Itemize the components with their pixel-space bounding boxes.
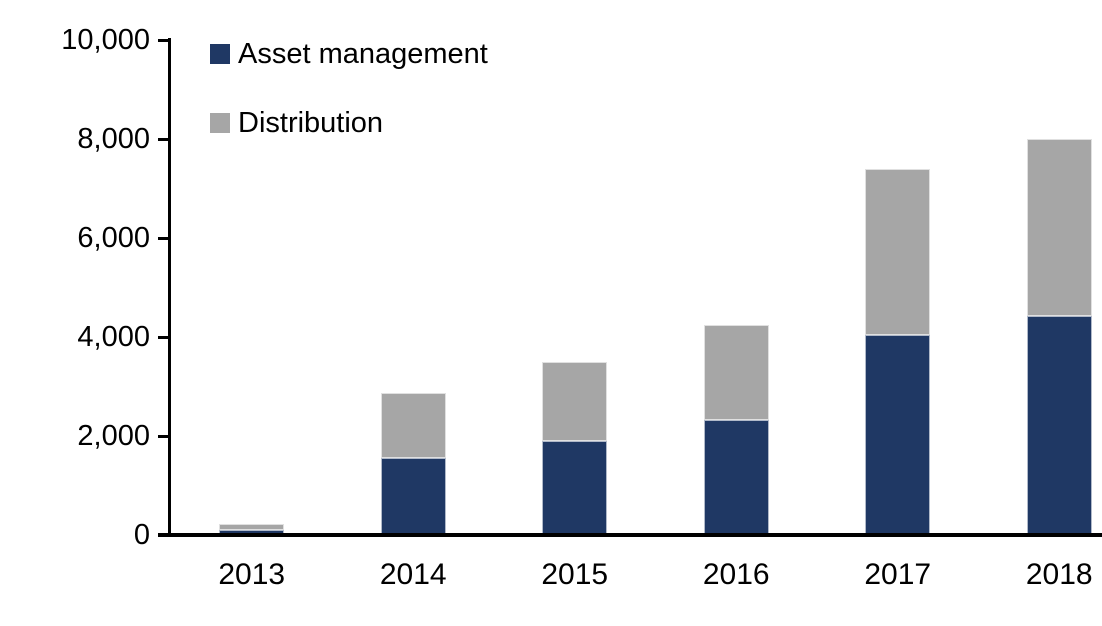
bar-segment-2018-distribution bbox=[1027, 139, 1092, 316]
bar-segment-2016-distribution bbox=[704, 325, 769, 421]
bar-segment-2018-asset-management bbox=[1027, 316, 1092, 535]
legend-swatch-distribution-icon bbox=[210, 113, 230, 133]
bar-segment-2014-asset-management bbox=[381, 458, 446, 535]
legend-swatch-asset-management-icon bbox=[210, 44, 230, 64]
x-axis-category-label: 2017 bbox=[817, 557, 979, 593]
y-axis-tick bbox=[158, 237, 169, 240]
legend-label-distribution: Distribution bbox=[238, 109, 383, 138]
x-axis-category-label: 2016 bbox=[656, 557, 818, 593]
y-axis-tick-label: 10,000 bbox=[40, 25, 150, 55]
y-axis-tick bbox=[158, 39, 169, 42]
y-axis-tick bbox=[158, 435, 169, 438]
y-axis-line bbox=[168, 38, 171, 537]
y-axis-tick bbox=[158, 336, 169, 339]
y-axis-tick-label: 2,000 bbox=[40, 421, 150, 451]
x-axis-category-label: 2014 bbox=[333, 557, 495, 593]
stacked-bar-chart: Asset management Distribution 0 2,000 4,00… bbox=[40, 16, 1102, 610]
x-axis-line bbox=[158, 533, 1102, 537]
y-axis-tick-label: 6,000 bbox=[40, 223, 150, 253]
legend: Asset management Distribution bbox=[210, 40, 488, 178]
x-axis-category-label: 2013 bbox=[171, 557, 333, 593]
y-axis-tick bbox=[158, 138, 169, 141]
bar-segment-2015-distribution bbox=[542, 362, 607, 441]
bar-segment-2015-asset-management bbox=[542, 441, 607, 535]
y-axis-tick-label: 4,000 bbox=[40, 322, 150, 352]
y-axis-tick bbox=[158, 534, 169, 537]
bar-segment-2013-distribution bbox=[219, 524, 284, 530]
y-axis-tick-label: 8,000 bbox=[40, 124, 150, 154]
bar-segment-2017-asset-management bbox=[865, 335, 930, 535]
bar-segment-2016-asset-management bbox=[704, 420, 769, 535]
x-axis-category-label: 2018 bbox=[979, 557, 1102, 593]
bar-segment-2014-distribution bbox=[381, 393, 446, 458]
y-axis-tick-label: 0 bbox=[40, 520, 150, 550]
bar-segment-2017-distribution bbox=[865, 169, 930, 335]
x-axis-category-label: 2015 bbox=[494, 557, 656, 593]
legend-label-asset-management: Asset management bbox=[238, 40, 488, 69]
legend-item-asset-management: Asset management bbox=[210, 40, 488, 68]
legend-item-distribution: Distribution bbox=[210, 109, 488, 137]
